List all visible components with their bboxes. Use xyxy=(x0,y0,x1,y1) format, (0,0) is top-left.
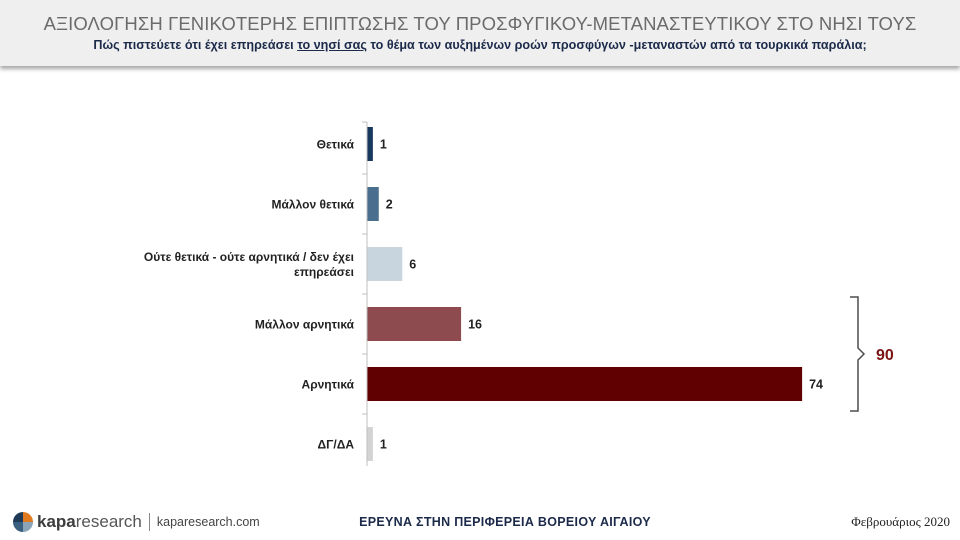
bar-θετικα xyxy=(367,127,373,161)
negative-total-bracket xyxy=(850,296,866,412)
value-label-αρνητικα: 74 xyxy=(809,378,823,392)
bar-αρνητικα xyxy=(367,367,803,401)
brand-name: kaparesearch xyxy=(37,512,142,532)
survey-date: Φεβρουάριος 2020 xyxy=(851,514,950,529)
survey-region-label: ΕΡΕΥΝΑ ΣΤΗΝ ΠΕΡΙΦΕΡΕΙΑ ΒΟΡΕΙΟΥ ΑΙΓΑΙΟΥ xyxy=(359,515,651,529)
value-label-θετικα: 1 xyxy=(380,138,387,152)
category-label-line: ΔΓ/ΔΑ xyxy=(318,438,355,452)
category-label-line: Ούτε θετικά - ούτε αρνητικά / δεν έχει xyxy=(144,250,354,264)
footer-divider xyxy=(148,513,150,531)
subtitle-underlined-text: το νησί σας xyxy=(297,38,367,52)
page-title: ΑΞΙΟΛΟΓΗΣΗ ΓΕΝΙΚΟΤΕΡΗΣ ΕΠΙΠΤΩΣΗΣ ΤΟΥ ΠΡΟ… xyxy=(43,13,917,34)
category-label-μαλλον-θετικα: Μάλλον θετικά xyxy=(272,198,355,212)
bar-ουτε-θετικα-ουτε-αρνητικα-δεν-εχει-επηρεασει xyxy=(367,247,403,281)
category-label-line: Μάλλον αρνητικά xyxy=(255,318,355,332)
negative-total-label: 90 xyxy=(876,347,894,364)
subtitle-text-start: Πώς πιστεύετε ότι έχει επηρεάσει xyxy=(93,38,298,52)
value-label-μαλλον-αρνητικα: 16 xyxy=(468,318,482,332)
category-label-αρνητικα: Αρνητικά xyxy=(302,378,355,392)
category-label-line: επηρεάσει xyxy=(294,265,354,279)
brand-name-bold: kapa xyxy=(37,512,76,531)
value-label-ουτε-θετικα-ουτε-αρνητικα-δεν-εχει-επηρεασει: 6 xyxy=(409,258,416,272)
category-label-line: Αρνητικά xyxy=(302,378,355,392)
bar-μαλλον-θετικα xyxy=(367,187,379,221)
category-label-line: Μάλλον θετικά xyxy=(272,198,355,212)
subtitle-text-end: το θέμα των αυξημένων ροών προσφύγων -με… xyxy=(366,38,867,52)
category-label-δγ-δα: ΔΓ/ΔΑ xyxy=(318,438,355,452)
header-band: ΑΞΙΟΛΟΓΗΣΗ ΓΕΝΙΚΟΤΕΡΗΣ ΕΠΙΠΤΩΣΗΣ ΤΟΥ ΠΡΟ… xyxy=(0,0,960,66)
bar-δγ-δα xyxy=(367,427,373,461)
page-subtitle: Πώς πιστεύετε ότι έχει επηρεάσει το νησί… xyxy=(0,38,960,52)
value-label-δγ-δα: 1 xyxy=(380,438,387,452)
website-link[interactable]: kaparesearch.com xyxy=(156,515,260,529)
category-label-ουτε-θετικα-ουτε-αρνητικα-δεν-εχει-επηρεασει: Ούτε θετικά - ούτε αρνητικά / δεν έχει επ… xyxy=(144,250,354,279)
category-label-μαλλον-αρνητικα: Μάλλον αρνητικά xyxy=(255,318,355,332)
brand-logo: kaparesearch kaparesearch.com xyxy=(12,510,260,534)
logo-mark-icon xyxy=(13,512,33,532)
category-label-θετικα: Θετικά xyxy=(317,138,355,152)
value-label-μαλλον-θετικα: 2 xyxy=(386,198,393,212)
brand-name-rest: research xyxy=(75,512,142,531)
category-label-line: Θετικά xyxy=(317,138,355,152)
bar-μαλλον-αρνητικα xyxy=(367,307,462,341)
